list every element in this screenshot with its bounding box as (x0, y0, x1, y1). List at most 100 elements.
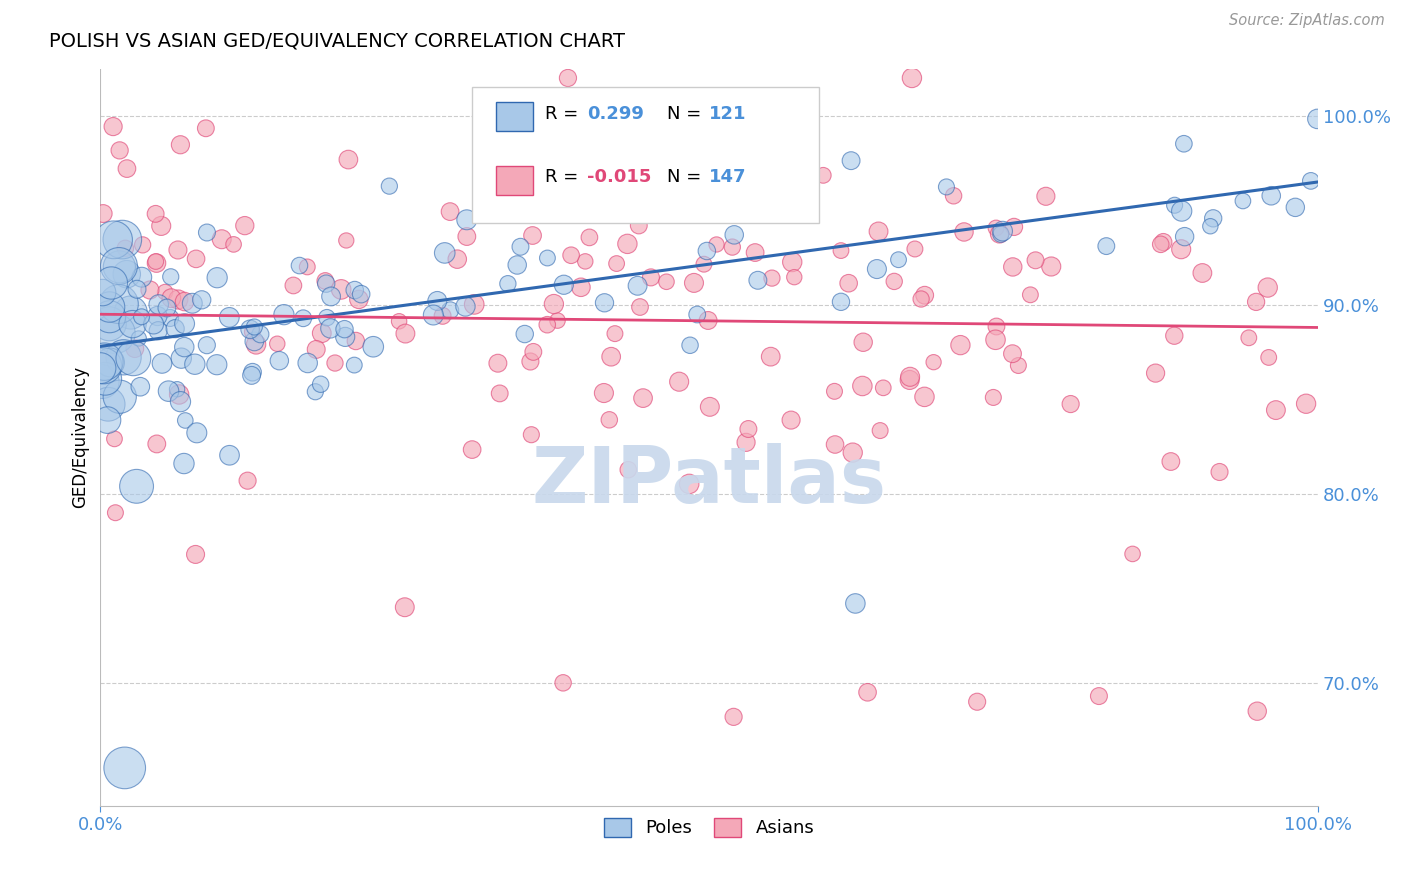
Point (1035, 189, 1057, 203)
Point (343, 358, 366, 372)
Point (93, 359, 115, 373)
Point (513, 326, 536, 341)
Point (461, 442, 484, 457)
Point (330, 282, 353, 296)
Point (506, 258, 529, 272)
Point (108, 390, 131, 404)
Point (323, 356, 346, 370)
Point (547, 313, 569, 327)
Point (311, 326, 333, 341)
Point (986, 319, 1008, 334)
Text: R =: R = (546, 168, 578, 186)
Point (990, 227, 1012, 242)
Point (446, 252, 468, 267)
Point (593, 386, 616, 401)
Point (1095, 239, 1118, 253)
Point (108, 260, 131, 274)
Point (914, 288, 936, 302)
Point (96, 413, 118, 427)
Point (456, 212, 478, 227)
Point (678, 477, 700, 491)
Point (1202, 211, 1225, 226)
Point (1088, 689, 1111, 703)
Point (1306, 112, 1329, 126)
Point (394, 326, 416, 341)
Point (723, 710, 745, 724)
Point (343, 283, 366, 297)
Point (108, 144, 131, 158)
Point (125, 282, 148, 296)
Point (190, 293, 212, 307)
Point (598, 413, 620, 427)
Point (631, 391, 654, 405)
Point (101, 120, 124, 134)
Point (759, 350, 782, 364)
Point (922, 355, 945, 369)
Point (883, 274, 905, 288)
Legend: Poles, Asians: Poles, Asians (598, 811, 821, 845)
Point (173, 294, 195, 309)
Point (333, 322, 356, 336)
Point (157, 384, 180, 399)
Point (496, 277, 519, 291)
Point (337, 153, 360, 167)
Point (115, 267, 138, 281)
Point (146, 309, 169, 323)
Point (114, 761, 136, 775)
Point (131, 238, 153, 252)
Point (747, 273, 769, 287)
Point (128, 331, 150, 345)
Point (904, 242, 927, 256)
Point (347, 293, 370, 307)
Point (115, 161, 138, 176)
Point (1173, 136, 1195, 151)
Point (269, 353, 291, 368)
Point (100, 276, 122, 290)
Point (783, 270, 806, 285)
Point (910, 292, 932, 306)
Point (388, 314, 411, 328)
Point (335, 330, 357, 344)
Point (433, 246, 456, 260)
Point (108, 259, 131, 273)
Point (616, 236, 638, 251)
Point (159, 269, 181, 284)
Point (98, 300, 121, 314)
Point (145, 254, 167, 268)
Point (569, 280, 592, 294)
Point (560, 248, 582, 262)
Point (181, 296, 204, 310)
Point (578, 230, 600, 244)
Point (242, 365, 264, 379)
Point (841, 445, 863, 459)
Point (520, 427, 543, 442)
Point (1122, 547, 1144, 561)
Point (218, 448, 240, 462)
Point (173, 457, 195, 471)
Point (378, 179, 401, 194)
Point (394, 600, 416, 615)
Point (898, 373, 921, 387)
Point (150, 356, 173, 370)
Point (830, 244, 852, 258)
Text: R =: R = (546, 105, 578, 123)
Point (103, 233, 125, 247)
Point (723, 227, 745, 242)
Point (319, 321, 342, 335)
Point (697, 313, 720, 327)
Point (1174, 229, 1197, 244)
Point (125, 479, 148, 493)
Point (606, 256, 628, 270)
Point (184, 548, 207, 562)
Point (114, 241, 136, 255)
Point (121, 317, 143, 331)
Point (463, 297, 485, 311)
Point (686, 308, 709, 322)
Point (1170, 204, 1192, 219)
Point (1163, 328, 1185, 343)
Point (984, 221, 1007, 235)
Point (236, 474, 259, 488)
Point (1001, 347, 1024, 361)
Point (761, 183, 783, 197)
Point (1260, 188, 1282, 202)
